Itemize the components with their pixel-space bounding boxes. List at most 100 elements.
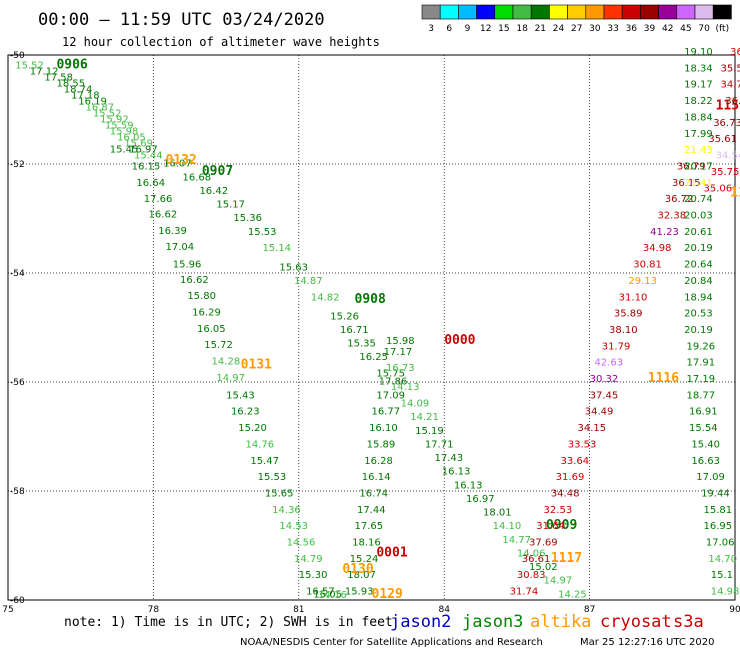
wave-height-label: 15.47 [250,456,279,467]
satellite-track: 0130 [342,562,373,577]
wave-height-label: 16.23 [231,407,260,418]
x-tick-label: 81 [293,605,304,615]
wave-height-label: 34.54 [716,151,740,162]
wave-height-label: 14.09 [401,399,430,410]
satellite-track: 36.73 35.61 34.54 35.75 35.06 1155 [703,99,740,195]
wave-height-label: 31.64 [536,521,565,532]
wave-height-label: 15.43 [226,390,255,401]
wave-height-label: 21.43 [684,145,713,156]
wave-height-label: 18.22 [684,96,713,107]
wave-height-label: 20.64 [684,260,713,271]
wave-height-label: 15.69 [124,139,153,150]
wave-height-label: 16.29 [192,308,221,319]
wave-height-label: 15.75 [376,369,405,380]
legend-swatch [640,4,659,20]
wave-height-label: 14.97 [544,576,573,587]
wave-height-label: 37.69 [529,538,558,549]
wave-height-label: 20.19 [684,325,713,336]
legend-swatch [530,4,550,20]
y-tick-label: -56 [10,378,25,388]
wave-height-label: 14.98 [711,587,740,598]
track-time-label: 0001 [376,545,407,560]
wave-height-label: 20.17 [684,161,713,172]
satellite-track: 0001 [376,545,407,560]
wave-height-label: 15.52 [93,109,122,120]
legend-label: 24 [553,24,565,34]
altimeter-tracks: 15.5217.1217.5818.5518.7417.1816.1916.87… [15,47,740,602]
wave-height-label: 14.10 [493,521,522,532]
wave-height-label: 15.52 [15,61,44,72]
legend-label: 9 [465,24,471,34]
track-time-label: 0131 [241,357,272,372]
legend-swatch [476,4,496,20]
wave-height-label: 14.53 [279,521,308,532]
wave-height-label: 16.19 [78,97,107,108]
plot-area: 75 78 81 84 87 90-50-52-54-56-58-60 15.5217.1… [2,47,740,615]
wave-height-label: 17.99 [684,129,713,140]
track-time-label: 1155 [716,99,740,114]
legend-label: 45 [680,24,691,34]
wave-height-label: 16.77 [372,407,401,418]
wave-height-label: 15.96 [173,260,202,271]
legend-swatch [512,4,532,20]
satellite-track: 0131 [241,357,272,372]
wave-height-label: 16.95 [703,521,732,532]
wave-height-label: 15.59 [105,121,134,132]
wave-height-label: 15.65 [265,488,294,499]
wave-height-label: 14.82 [311,292,340,303]
track-time-label: 0130 [342,562,373,577]
wave-height-label: 16.25 [359,352,388,363]
wave-height-label: 38.10 [609,325,638,336]
legend-swatch [458,4,477,20]
wave-height-label: 19.44 [701,488,730,499]
wave-height-label: 15.92 [100,115,129,126]
wave-height-label: 17.91 [687,358,716,369]
plot-frame [7,54,736,601]
wave-height-label: 17.44 [357,505,386,516]
wave-height-label: 15.1 [711,570,733,581]
wave-height-label: 34.15 [577,423,606,434]
wave-height-label: 34.49 [585,407,614,418]
wave-height-label: 15.14 [262,243,291,254]
legend-label: 18 [516,24,528,34]
legend-swatch [421,4,441,20]
wave-height-label: 35.5 [720,63,740,74]
wave-height-label: 20.03 [684,211,713,222]
legend-swatch [621,4,641,20]
legend-swatch [603,4,623,20]
satellite-name-s3a: s3a [673,612,704,632]
wave-height-label: 14.70 [708,554,737,565]
track-time-label: 1116 [648,371,679,386]
legend-label: 12 [480,24,491,34]
wave-height-label: 31.74 [510,587,539,598]
wave-height-label: 32.38 [657,211,686,222]
wave-height-label: 32.53 [544,505,573,516]
wave-height-label: 14.97 [216,373,245,384]
wave-height-label: 17.43 [435,453,464,464]
legend-label: 15 [498,24,509,34]
x-tick-label: 78 [148,605,160,615]
wave-height-label: 14.21 [410,412,439,423]
legend-swatch [567,4,587,20]
legend-label: 70 [698,24,710,34]
track-time-label: 0908 [355,292,386,307]
wave-height-label: 34.98 [643,243,672,254]
wave-height-label: 36.61 [522,554,551,565]
wave-height-label: 15.72 [204,340,233,351]
grid-lines [8,55,735,600]
wave-height-label: 15.80 [187,291,216,302]
wave-height-label: 17.58 [44,73,73,84]
wave-height-label: 14.16 [318,590,347,601]
wave-height-label: 16.68 [182,172,211,183]
track-time-label: 0906 [56,58,87,73]
wave-height-label: 29.13 [628,276,657,287]
wave-height-label: 14.79 [294,554,323,565]
wave-height-label: 15.02 [529,562,558,573]
wave-height-label: 16.07 [163,159,192,170]
chart-title: 00:00 – 11:59 UTC 03/24/2020 [38,10,325,30]
chart-subtitle: 12 hour collection of altimeter wave hei… [62,35,380,49]
wave-height-label: 15.17 [216,200,245,211]
track-time-label: 1115 [730,186,740,201]
satellite-track: 14.13 14.09 14.21 15.19 17.71 17.43 16.13 16.13… [355,292,495,505]
satellite-track: 0132 [166,153,197,168]
